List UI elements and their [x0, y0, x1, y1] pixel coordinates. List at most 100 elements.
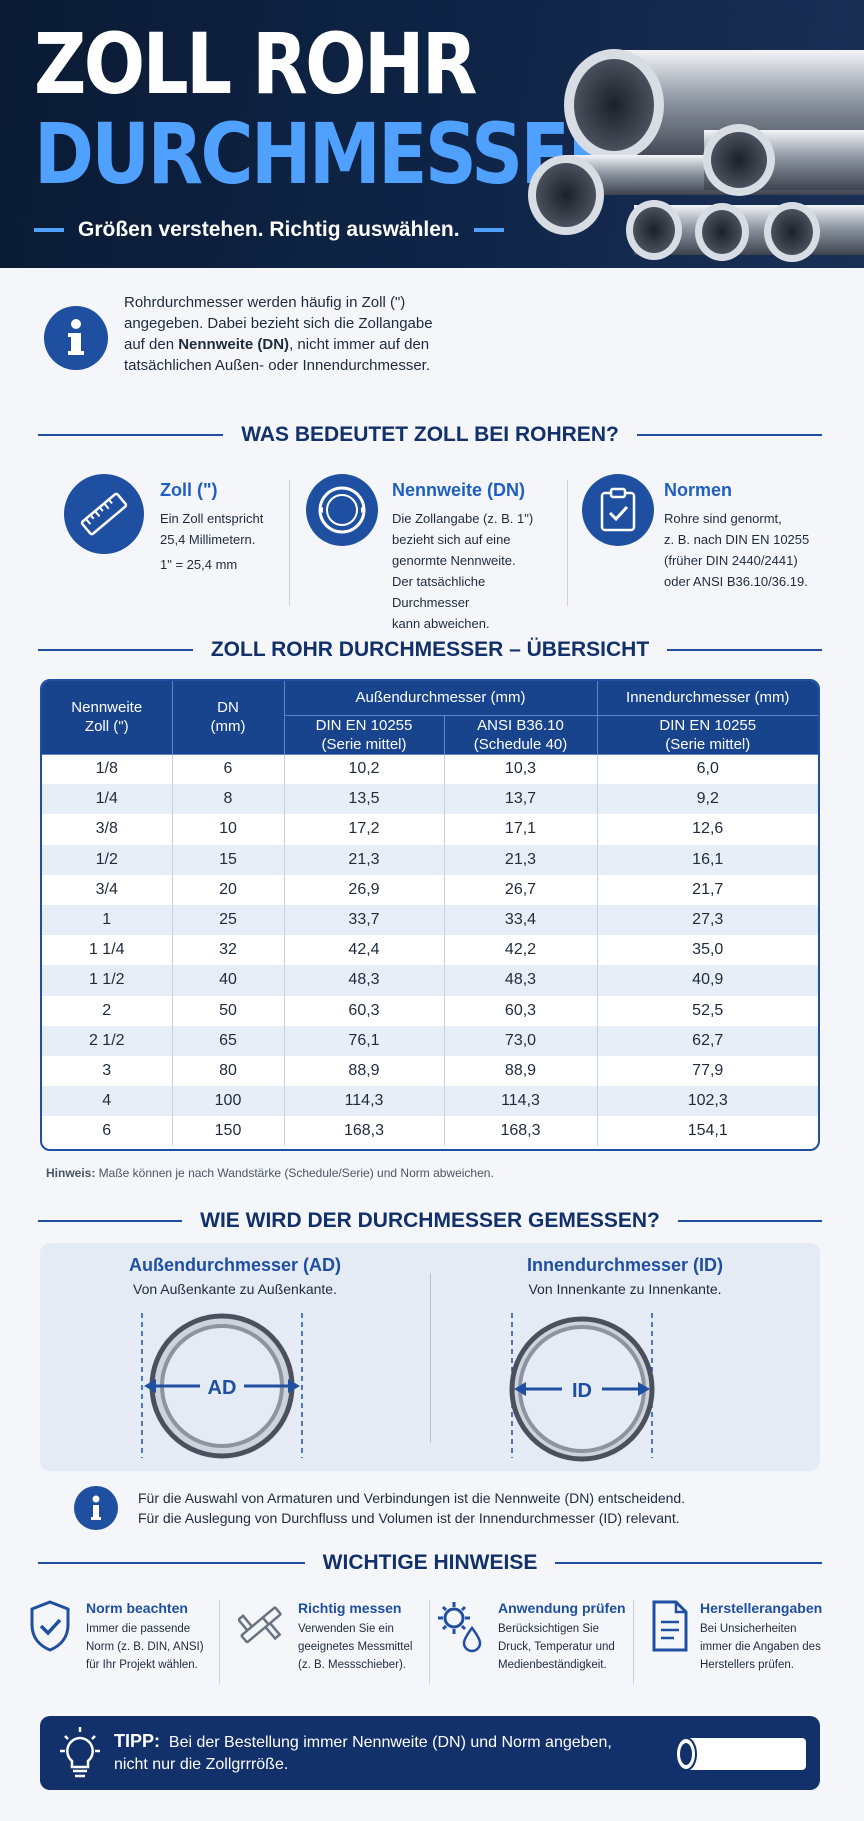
feature-line: (früher DIN 2440/2441)	[664, 553, 798, 568]
table-row: 3/4 20 26,9 26,7 21,7	[42, 874, 818, 905]
heading-line	[38, 649, 193, 651]
feature-line: Ein Zoll entspricht	[160, 511, 264, 526]
table-cell: 40	[172, 965, 285, 996]
measure-hint: Für die Auswahl von Armaturen und Verbin…	[74, 1484, 814, 1532]
table-cell: 12,6	[692, 820, 724, 838]
note-label: Hinweis:	[46, 1166, 96, 1180]
table-cell: 10	[172, 814, 285, 845]
hint-title: Herstellerangaben	[700, 1600, 823, 1616]
table-cell: 42,2	[444, 935, 598, 966]
header-line: Zoll (")	[84, 718, 129, 736]
outer-diameter-diagram: AD	[141, 1313, 303, 1459]
divider	[567, 480, 568, 606]
table-row: 1 1/2 40 48,3 48,3 40,9	[42, 965, 818, 996]
table-cell: 1 1/2	[42, 965, 173, 996]
heading-line	[555, 1562, 823, 1564]
header-line: DIN EN 10255	[659, 716, 757, 734]
table-cell: 100	[172, 1086, 285, 1117]
gear-drop-icon	[438, 1602, 482, 1653]
table-cell: 3	[42, 1055, 173, 1087]
header-nennweite: Nennweite Zoll (")	[42, 681, 173, 755]
hint-line: immer die Angaben des	[700, 1641, 821, 1653]
header-line: Nennweite	[71, 699, 143, 717]
table-cell: 15	[172, 844, 285, 875]
header-line: (mm)	[210, 718, 246, 736]
header-ansi: ANSI B36.10 (Schedule 40)	[444, 715, 598, 755]
table-cell: 88,9	[284, 1055, 445, 1087]
table-cell: 4	[42, 1086, 173, 1117]
table-cell: 48,3	[444, 965, 598, 996]
feature-line: Der tatsächliche Durchmesser	[392, 574, 486, 610]
feature-text: Rohre sind genormt, z. B. nach DIN EN 10…	[664, 508, 809, 592]
table-cell: 114,3	[284, 1086, 445, 1117]
header-line: ANSI B36.10	[477, 716, 564, 734]
feature-text: Ein Zoll entspricht 25,4 Millimetern. 1"…	[160, 508, 263, 575]
feature-nennweite: Nennweite (DN) Die Zollangabe (z. B. 1")…	[306, 474, 566, 631]
feature-title: Normen	[664, 480, 733, 500]
feature-title: Zoll (")	[160, 480, 218, 500]
divider	[430, 1273, 431, 1443]
header-line: DIN EN 10255	[315, 716, 413, 734]
hint-line: Bei Unsicherheiten	[700, 1623, 797, 1635]
header-banner: ZOLL ROHR DURCHMESSER Größen verstehen. …	[0, 0, 864, 268]
hint-line: geeignetes Messmittel	[298, 1641, 413, 1653]
intro-text-before: Rohrdurchmesser werden häufig in Zoll ("…	[124, 294, 433, 353]
table-row: 1/8 6 10,2 10,3 6,0	[42, 754, 818, 785]
table-cell: 73,0	[444, 1025, 598, 1056]
hint-title: Anwendung prüfen	[498, 1600, 626, 1616]
table-cell: 33,4	[444, 904, 598, 936]
feature-line: genormte Nennweite.	[392, 553, 516, 568]
table-cell: 13,5	[284, 784, 445, 815]
table-cell: 2	[42, 995, 173, 1026]
page-title-line1: ZOLL ROHR	[34, 15, 477, 113]
info-icon	[74, 1486, 118, 1530]
note-text: Maße können je nach Wandstärke (Schedule…	[95, 1166, 494, 1180]
hint-line: Für die Auswahl von Armaturen und Verbin…	[138, 1490, 686, 1506]
table-cell: 16,1	[597, 844, 818, 875]
measure-title: Innendurchmesser (ID)	[526, 1255, 724, 1275]
hint-text: Bei Unsicherheiten immer die Angaben des…	[700, 1620, 821, 1674]
subtitle-row: Größen verstehen. Richtig auswählen.	[34, 218, 504, 242]
table-cell: 21,3	[284, 844, 445, 875]
table-cell: 168,3	[444, 1116, 598, 1147]
diameter-table: Nennweite Zoll (") DN (mm) Außendurchmesse…	[40, 679, 820, 1151]
table-cell: 35,0	[692, 941, 724, 959]
hint-line: Immer die passende	[86, 1623, 191, 1635]
section-title: ZOLL ROHR DURCHMESSER – ÜBERSICHT	[210, 638, 650, 661]
table-cell: 33,7	[284, 904, 445, 936]
table-cell: 1/2	[42, 844, 173, 875]
table-cell: 42,4	[284, 935, 445, 966]
hint-text: Berücksichtigen Sie Druck, Temperatur un…	[498, 1620, 615, 1674]
hint-line: für Ihr Projekt wählen.	[86, 1659, 198, 1671]
table-cell: 1 1/4	[42, 935, 173, 966]
hint-text: Immer die passende Norm (z. B. DIN, ANSI…	[86, 1620, 204, 1674]
table-cell: 60,3	[284, 995, 445, 1026]
hint-line: (z. B. Messschieber).	[298, 1659, 406, 1671]
pipe-icon	[675, 1737, 806, 1771]
hint-line: Berücksichtigen Sie	[498, 1623, 599, 1635]
table-cell: 25	[172, 904, 285, 936]
table-cell: 3/4	[42, 874, 173, 905]
table-cell: 3/8	[42, 814, 173, 845]
subtitle-dash-right	[473, 228, 504, 232]
clipboard-check-icon	[582, 474, 654, 546]
feature-line: 25,4 Millimetern.	[160, 532, 256, 547]
header-dn: DN (mm)	[172, 681, 285, 755]
measure-title: Außendurchmesser (AD)	[128, 1255, 342, 1275]
header-line: DN	[217, 699, 239, 717]
header-line: (Serie mittel)	[665, 735, 751, 753]
table-cell: 20	[172, 874, 285, 905]
table-cell: 88,9	[444, 1055, 598, 1087]
hint-line: Druck, Temperatur und	[498, 1641, 615, 1653]
document-icon	[652, 1600, 688, 1652]
subtitle-dash-left	[34, 228, 64, 232]
section-heading-uebersicht: ZOLL ROHR DURCHMESSER – ÜBERSICHT	[38, 638, 822, 662]
feature-normen: Normen Rohre sind genormt, z. B. nach DI…	[582, 474, 822, 614]
ruler-icon	[64, 474, 144, 554]
caliper-icon	[238, 1606, 282, 1644]
info-icon	[44, 306, 108, 370]
divider	[289, 480, 290, 606]
table-row: 2 50 60,3 60,3 52,5	[42, 995, 818, 1026]
pipes-illustration	[528, 49, 864, 262]
header-innen: Innendurchmesser (mm)	[597, 681, 818, 716]
